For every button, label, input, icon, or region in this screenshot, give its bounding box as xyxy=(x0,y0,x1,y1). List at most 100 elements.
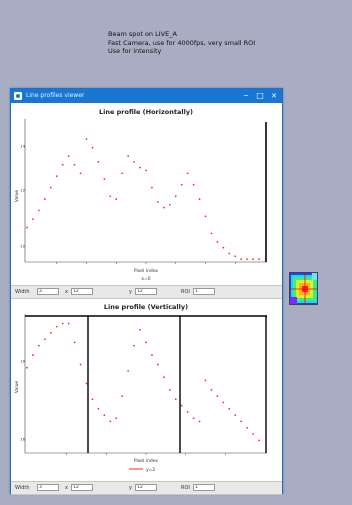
heatmap-image xyxy=(290,273,317,304)
data-point xyxy=(246,258,249,261)
legend-label: y=2 xyxy=(146,467,155,473)
close-icon[interactable]: ✕ xyxy=(271,92,277,100)
data-point xyxy=(43,338,46,341)
data-point xyxy=(32,354,34,356)
window-title: Line profiles viewer xyxy=(26,92,85,99)
x-input[interactable]: 12 xyxy=(71,484,93,491)
data-point xyxy=(228,252,231,255)
data-point xyxy=(216,241,219,243)
data-point xyxy=(222,246,225,249)
data-point xyxy=(240,420,243,423)
data-point xyxy=(127,369,130,372)
y-input[interactable]: 12 xyxy=(135,484,157,491)
data-point xyxy=(240,258,243,261)
horizontal-profile-panel: Line profile (Horizontally) 14 12 10 Value… xyxy=(13,104,280,284)
y-tick-label: 18 xyxy=(20,359,25,364)
data-point xyxy=(109,420,112,423)
y-tick-label: 12 xyxy=(20,188,25,193)
data-point xyxy=(168,203,171,206)
chart-title: Line profile (Vertically) xyxy=(104,303,188,311)
data-point xyxy=(38,344,40,347)
data-point xyxy=(210,232,213,235)
legend-label: x=0 xyxy=(141,276,150,282)
roi-input[interactable]: 1 xyxy=(193,484,215,491)
data-point xyxy=(26,226,28,229)
data-point xyxy=(198,198,201,200)
data-point xyxy=(73,163,76,166)
data-point xyxy=(121,395,124,398)
desktop-line-2: Fast Camera, use for 4000fps, very small… xyxy=(108,38,256,47)
roi-label: ROI xyxy=(181,289,190,295)
data-point xyxy=(97,407,100,410)
beam-heatmap-thumbnail[interactable] xyxy=(289,272,318,305)
desktop-line-3: Use for intensity xyxy=(108,47,162,55)
roi-label: ROI xyxy=(181,485,190,491)
data-point xyxy=(252,258,255,261)
data-point xyxy=(91,398,94,401)
data-point xyxy=(246,426,249,429)
data-point xyxy=(157,201,159,203)
y-tick-label: 10 xyxy=(20,244,25,249)
data-point xyxy=(79,172,82,175)
data-point xyxy=(115,198,118,200)
data-point xyxy=(192,183,195,186)
data-point xyxy=(73,341,76,344)
data-point xyxy=(49,332,52,334)
width-input[interactable]: 3 xyxy=(37,484,59,491)
data-point xyxy=(43,198,46,200)
data-point xyxy=(186,172,189,175)
roi-input[interactable]: 1 xyxy=(193,288,215,295)
data-point xyxy=(55,175,58,178)
title-bar[interactable]: Line profiles viewer ─ □ ✕ xyxy=(11,89,282,103)
minimize-icon[interactable]: ─ xyxy=(243,92,249,100)
width-input[interactable]: 3 xyxy=(37,288,59,295)
data-point xyxy=(49,186,52,189)
y-label: y xyxy=(129,289,132,295)
x-tick-marks xyxy=(56,262,236,264)
data-point xyxy=(38,209,40,212)
data-point xyxy=(79,363,82,366)
data-point xyxy=(222,401,225,404)
data-point xyxy=(133,161,135,163)
chart-title: Line profile (Horizontally) xyxy=(99,108,193,116)
data-point xyxy=(228,407,231,410)
data-point xyxy=(91,146,94,149)
y-tick-label: 14 xyxy=(20,144,25,149)
data-point xyxy=(151,186,153,189)
vertical-profile-panel: Line profile (Vertically) 18 16 Value Pix… xyxy=(13,299,280,481)
data-point xyxy=(252,433,255,435)
data-point xyxy=(55,325,58,328)
maximize-icon[interactable]: □ xyxy=(256,91,264,100)
data-point xyxy=(162,206,165,209)
data-point xyxy=(174,195,177,198)
horizontal-profile-chart: Line profile (Horizontally) 14 12 10 Value… xyxy=(14,108,267,282)
data-point xyxy=(216,395,219,398)
data-point xyxy=(85,138,88,140)
profile-points xyxy=(26,322,260,442)
x-label: x xyxy=(65,485,68,491)
data-point xyxy=(109,195,112,198)
data-point xyxy=(127,155,130,158)
y-tick-label: 16 xyxy=(20,437,25,442)
data-point xyxy=(61,163,64,166)
data-point xyxy=(97,161,100,163)
data-point xyxy=(186,411,189,413)
x-axis-label: Pixel index xyxy=(134,458,158,464)
horizontal-controls-bar: Width 3 x 12 y 12 ROI 1 xyxy=(11,285,282,299)
y-label: y xyxy=(129,485,132,491)
y-axis-label: Value xyxy=(14,381,20,394)
x-input[interactable]: 12 xyxy=(71,288,93,295)
x-axis-label: Pixel index xyxy=(134,268,158,274)
data-point xyxy=(61,322,64,325)
data-point xyxy=(32,218,34,220)
y-input[interactable]: 12 xyxy=(135,288,157,295)
data-point xyxy=(145,169,147,172)
data-point xyxy=(204,215,207,218)
data-point xyxy=(198,420,201,423)
data-point xyxy=(26,366,28,369)
vertical-controls-bar: Width 3 x 12 y 12 ROI 1 xyxy=(11,481,282,495)
data-point xyxy=(139,328,141,331)
data-point xyxy=(234,414,237,416)
line-profiles-window: Line profiles viewer ─ □ ✕ Line profile … xyxy=(10,88,283,495)
